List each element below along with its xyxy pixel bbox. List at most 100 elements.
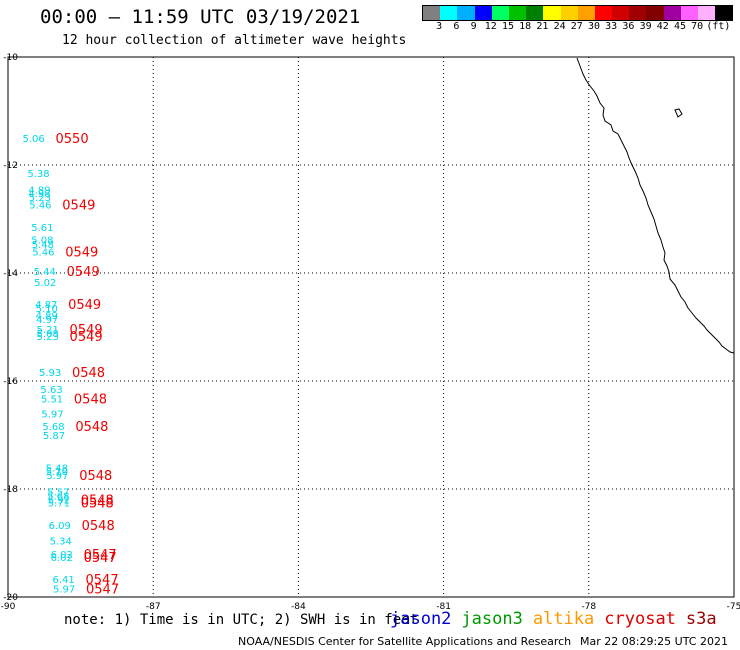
colorbar-swatch	[440, 6, 458, 20]
obs-time-label: 0550	[56, 132, 89, 147]
swh-value-label: 5.92	[48, 495, 70, 506]
latitude-tick-label: -20	[3, 593, 18, 603]
longitude-tick-label: -78	[581, 602, 596, 612]
colorbar-swatch	[560, 6, 578, 20]
map-grid	[7, 56, 735, 598]
colorbar-label: 33	[605, 21, 618, 32]
swh-value-label: 5.68	[47, 491, 69, 502]
swh-value-label: 5.68	[42, 422, 64, 433]
colorbar-label: 15	[501, 21, 515, 32]
swh-value-label: 5.87	[43, 431, 65, 442]
swh-value-label: 5.63	[40, 385, 62, 396]
legend-cryosat: cryosat	[604, 609, 676, 629]
swh-value-label: 5.93	[39, 368, 61, 379]
legend-altika: altika	[532, 609, 595, 629]
latitude-tick-label: -10	[3, 53, 18, 63]
swh-value-label: 5.08	[31, 236, 53, 247]
swh-value-label: 6.41	[53, 575, 75, 586]
colorbar-label: 6	[453, 21, 460, 32]
obs-time-label: 0548	[72, 366, 105, 381]
obs-time-label: 0547	[84, 551, 117, 566]
wave-height-colorbar	[422, 5, 734, 21]
colorbar-swatch	[629, 6, 647, 20]
latitude-tick-label: -12	[3, 161, 18, 171]
obs-time-label: 0548	[81, 497, 114, 512]
obs-time-label: 0548	[74, 392, 107, 407]
colorbar-label: 3	[436, 21, 443, 32]
swh-value-label: 6.02	[51, 550, 73, 561]
swh-value-label: 5.38	[27, 169, 49, 180]
colorbar-swatch	[577, 6, 595, 20]
swh-value-label: 5.61	[31, 223, 53, 234]
colorbar-label: 24	[553, 21, 566, 32]
swh-value-label: 5.57	[47, 488, 69, 499]
swh-value-label: 5.21	[37, 325, 59, 336]
swh-value-label: 5.44	[34, 267, 56, 278]
colorbar-label: 21	[536, 21, 549, 32]
obs-time-label: 0547	[86, 573, 119, 588]
longitude-tick-label: -75	[727, 602, 740, 612]
colorbar-swatch	[543, 6, 561, 20]
swh-value-label: 5.71	[48, 499, 70, 510]
coastline	[576, 57, 735, 354]
map-subtitle: 12 hour collection of altimeter wave hei…	[62, 33, 407, 48]
map-title: 00:00 – 11:59 UTC 03/19/2021	[40, 6, 361, 28]
obs-time-label: 0549	[70, 330, 103, 345]
colorbar-label: 30	[587, 21, 601, 32]
colorbar-swatch	[457, 6, 475, 20]
swh-value-label: 4.89	[28, 185, 50, 196]
colorbar-swatch	[612, 6, 630, 20]
obs-time-label: 0547	[84, 548, 117, 563]
swh-value-label: 5.23	[37, 332, 59, 343]
colorbar-swatch	[491, 6, 509, 20]
swh-value-label: 4.97	[36, 315, 58, 326]
colorbar-swatch	[423, 6, 441, 20]
swh-value-label: 5.46	[29, 200, 51, 211]
swh-value-label: 5.51	[41, 394, 63, 405]
obs-time-label: 0549	[67, 265, 100, 280]
legend-jason3: jason3	[461, 609, 523, 629]
swh-value-label: 5.97	[53, 584, 75, 595]
swh-value-label: 5.06	[23, 134, 45, 145]
satellite-legend: jason2 jason3 altika cryosat s3a	[390, 609, 727, 629]
swh-value-label: 5.46	[32, 247, 54, 258]
colorbar-label: 27	[570, 21, 583, 32]
colorbar-labels: 3 6 9 12 15 18 21 24 27 30 33 36 39 42 45 70 (ft)	[422, 21, 732, 35]
longitude-tick-label: -81	[436, 602, 451, 612]
swh-value-label: 5.48	[46, 463, 68, 474]
units-note: note: 1) Time is in UTC; 2) SWH is in fe…	[64, 612, 419, 628]
credit-text: NOAA/NESDIS Center for Satellite Applica…	[238, 635, 572, 648]
obs-time-label: 0547	[86, 582, 119, 597]
obs-time-label: 0549	[70, 323, 103, 338]
colorbar-swatch	[715, 6, 733, 20]
colorbar-swatch	[680, 6, 698, 20]
swh-value-label: 6.09	[49, 521, 71, 532]
swh-value-label: 5.02	[34, 278, 56, 289]
latitude-tick-label: -14	[3, 269, 18, 279]
swh-value-label: 5.10	[46, 467, 68, 478]
colorbar-swatch	[474, 6, 492, 20]
swh-value-label: 5.23	[29, 193, 51, 204]
map-frame	[7, 56, 735, 598]
colorbar-swatch	[594, 6, 613, 20]
swh-value-label: 5.97	[46, 471, 68, 482]
island-outline	[674, 108, 683, 118]
colorbar-label: 45	[673, 21, 687, 32]
longitude-tick-label: -90	[1, 602, 16, 612]
longitude-tick-label: -84	[291, 602, 306, 612]
colorbar-label: 39	[639, 21, 652, 32]
legend-s3a: s3a	[685, 609, 717, 629]
colorbar-label: 12	[484, 21, 497, 32]
obs-time-label: 0548	[75, 420, 108, 435]
colorbar-label: 9	[470, 21, 477, 32]
generated-timestamp: Mar 22 08:29:25 UTC 2021	[580, 635, 728, 648]
obs-time-label: 0548	[82, 519, 115, 534]
obs-time-label: 0549	[65, 245, 98, 260]
colorbar-swatch	[663, 6, 681, 20]
obs-time-label: 0549	[68, 298, 101, 313]
swh-value-label: 5.10	[36, 304, 58, 315]
obs-time-label: 0548	[79, 469, 112, 484]
swh-value-label: 6.02	[51, 553, 73, 564]
axis-tick-labels: -90 -87 -84 -81 -78 -75 -10 -12 -14 -16 -18 -20	[1, 53, 740, 612]
